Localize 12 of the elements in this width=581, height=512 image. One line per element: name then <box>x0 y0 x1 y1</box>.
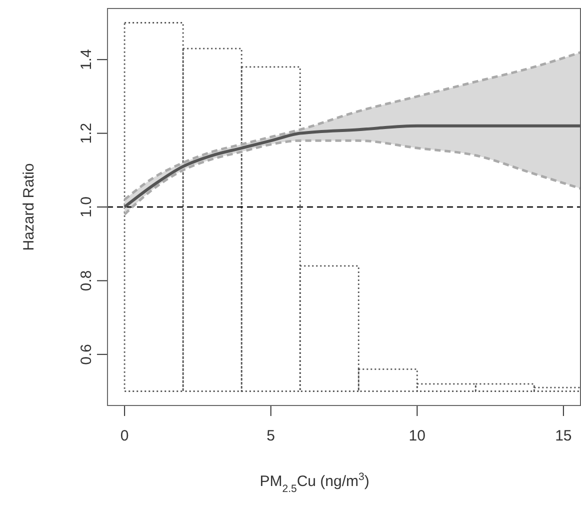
y-axis-title: Hazard Ratio <box>20 163 38 251</box>
y-tick-label: 0.6 <box>78 344 95 365</box>
y-tick-label: 1.4 <box>78 49 95 70</box>
y-tick-label: 1.0 <box>78 196 95 218</box>
y-tick-label: 0.8 <box>78 270 95 292</box>
x-tick-label: 0 <box>120 428 129 445</box>
y-tick-label: 1.2 <box>78 122 95 144</box>
x-axis-title: PM$_{2.5}$Cu (ng/m$^{3}$) <box>260 471 370 495</box>
x-tick-label: 5 <box>266 428 276 445</box>
x-tick-label: 10 <box>408 428 426 445</box>
x-tick-label: 15 <box>555 428 572 445</box>
line-series <box>123 139 581 216</box>
